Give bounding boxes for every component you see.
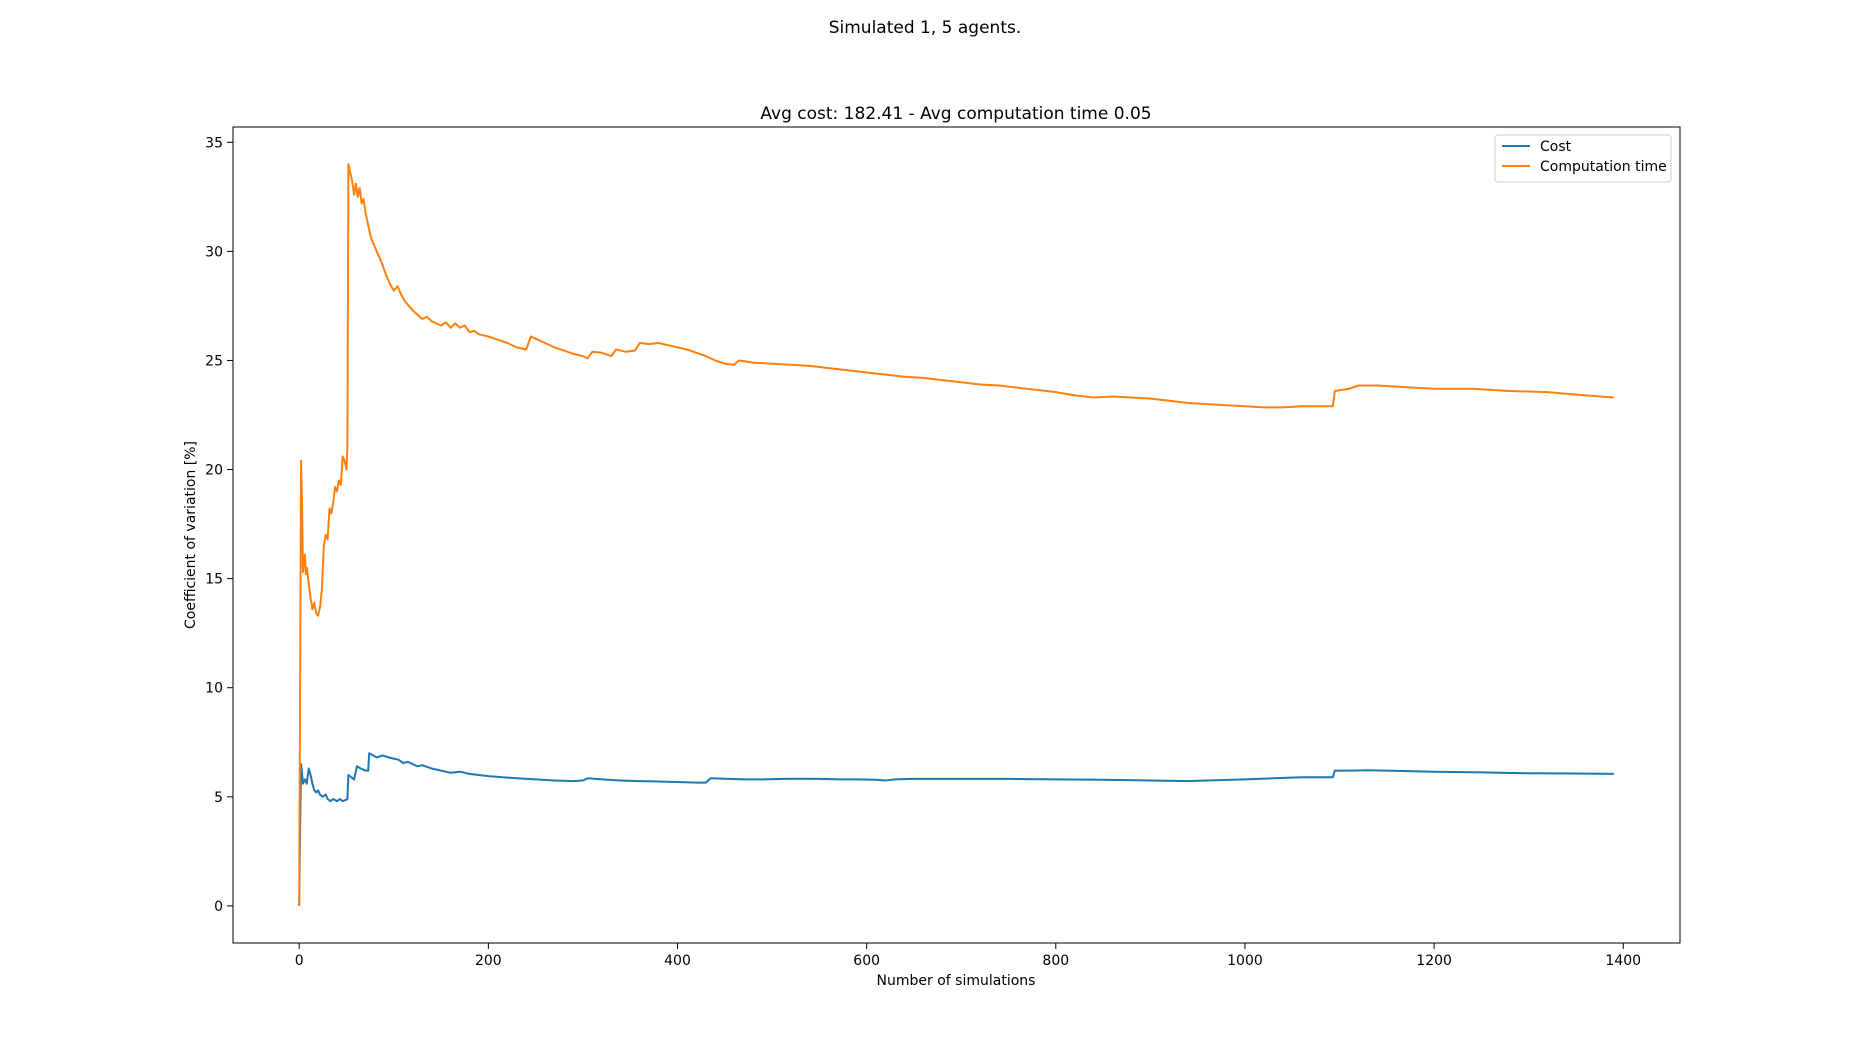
y-axis-label: Coefficient of variation [%] (183, 441, 199, 629)
axes-frame (232, 126, 1681, 944)
x-tick-label: 1000 (1227, 953, 1263, 969)
x-tick-label: 600 (853, 953, 880, 969)
legend-box (1494, 134, 1672, 183)
y-tick-label: 0 (214, 899, 223, 915)
x-axis-ticks: 0 200 400 600 800 1000 1200 1400 (295, 943, 1641, 969)
x-tick-label: 1200 (1416, 953, 1452, 969)
chart-title: Avg cost: 182.41 - Avg computation time … (760, 104, 1151, 124)
x-tick-label: 200 (475, 953, 502, 969)
y-tick-label: 10 (205, 681, 223, 697)
x-tick-label: 400 (664, 953, 691, 969)
series-line-cost (298, 752, 1614, 906)
series-group (298, 163, 1614, 906)
x-tick-label: 800 (1042, 953, 1069, 969)
legend-label-computation-time: Computation time (1540, 159, 1667, 175)
y-tick-label: 5 (214, 790, 223, 806)
y-tick-label: 30 (205, 244, 223, 260)
y-axis-ticks: 0 5 10 15 20 25 30 35 (205, 135, 233, 915)
y-tick-label: 15 (205, 572, 223, 588)
y-tick-label: 35 (205, 135, 223, 151)
x-axis-label: Number of simulations (877, 973, 1036, 989)
y-tick-label: 25 (205, 353, 223, 369)
figure-suptitle: Simulated 1, 5 agents. (829, 18, 1022, 38)
y-tick-label: 20 (205, 463, 223, 479)
series-line-computation-time (298, 163, 1614, 906)
x-tick-label: 0 (295, 953, 304, 969)
x-tick-label: 1400 (1605, 953, 1641, 969)
legend: Cost Computation time (1494, 134, 1672, 183)
legend-label-cost: Cost (1540, 139, 1572, 155)
